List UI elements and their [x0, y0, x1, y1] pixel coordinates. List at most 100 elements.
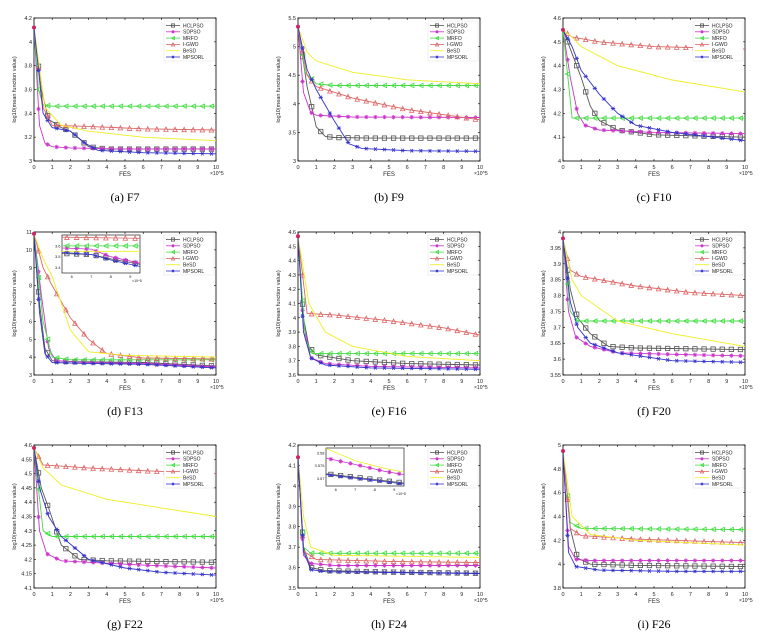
marker-triangle-left: [609, 115, 616, 121]
marker-star: [464, 563, 469, 568]
marker-square: [692, 563, 698, 569]
chart-panel-7: 0 1 2 3 4 5 6 7 8 9 10 4.1 4.15 4.2 4.25 4.3 4.35 4.4 4.45…: [12, 443, 224, 631]
inset-panel: 6 7 8 9 3.4 3.5 3.6 ×10^5: [55, 234, 142, 283]
marker-asterisk: [400, 570, 405, 575]
marker-triangle-up: [381, 101, 388, 108]
marker-triangle-left: [181, 103, 187, 110]
marker-triangle-left: [434, 462, 439, 468]
marker-triangle-left: [454, 550, 460, 557]
marker-star: [100, 360, 105, 365]
marker-triangle-left: [408, 82, 415, 89]
marker-triangle-up: [299, 47, 306, 54]
marker-star: [357, 463, 363, 468]
marker-star: [729, 131, 734, 136]
x-tick-label: 4: [369, 165, 372, 171]
marker-asterisk: [692, 569, 698, 574]
marker-square: [445, 135, 451, 141]
marker-asterisk: [700, 55, 704, 59]
marker-triangle-left: [62, 103, 69, 110]
marker-square: [338, 472, 344, 479]
marker-triangle-up: [418, 558, 424, 565]
marker-asterisk: [300, 533, 305, 538]
marker-asterisk: [574, 322, 579, 327]
series-group: [34, 27, 216, 156]
marker-asterisk: [720, 359, 725, 364]
marker-triangle-left: [582, 318, 589, 324]
marker-star: [601, 558, 607, 563]
marker-star: [382, 114, 387, 120]
x-tick-label: 0: [561, 379, 564, 385]
marker-square: [665, 345, 671, 352]
marker-triangle-left: [122, 243, 128, 249]
marker-asterisk: [45, 118, 50, 123]
x-tick-label: 6: [671, 165, 674, 171]
x-tick-label: 0: [32, 379, 35, 385]
marker-asterisk: [113, 259, 118, 264]
marker-star: [191, 564, 196, 570]
x-tick-label: 7: [689, 165, 692, 171]
marker-star: [318, 562, 323, 567]
x-tick-label: 1: [51, 592, 54, 598]
marker-square: [574, 63, 580, 69]
marker-square: [683, 346, 689, 352]
marker-triangle-up: [64, 235, 70, 240]
y-tick-label: 3.7: [553, 325, 561, 331]
marker-asterisk: [336, 569, 342, 574]
marker-asterisk: [145, 150, 150, 155]
marker-square: [347, 474, 353, 480]
legend-box: [427, 447, 479, 489]
x-tick-label: 3: [87, 379, 90, 385]
x-tick-label: 4: [634, 592, 637, 598]
marker-triangle-left: [354, 550, 360, 557]
marker-asterisk: [656, 127, 661, 132]
marker-asterisk: [327, 569, 333, 574]
marker-triangle-up: [103, 235, 109, 241]
marker-triangle-up: [582, 274, 589, 280]
marker-star: [445, 365, 451, 370]
marker-triangle-left: [445, 82, 451, 89]
marker-triangle-up: [646, 43, 653, 49]
marker-triangle-up: [81, 123, 87, 129]
marker-triangle-left: [93, 243, 99, 249]
marker-triangle-left: [171, 103, 178, 110]
marker-square: [728, 346, 734, 352]
y-tick-label: 4.4: [553, 64, 561, 70]
x-tick-label: 3: [87, 165, 90, 171]
marker-asterisk: [601, 97, 607, 102]
marker-star: [45, 551, 50, 557]
marker-square: [45, 350, 51, 356]
legend-label: BeSD: [447, 49, 460, 55]
marker-star: [127, 562, 132, 567]
legend-box: [427, 234, 479, 276]
marker-triangle-left: [699, 462, 704, 468]
legend-label: MPSORL: [712, 55, 733, 61]
marker-star: [118, 360, 123, 366]
x-exponent-label: ×10^5: [210, 598, 224, 604]
marker-asterisk: [592, 567, 598, 572]
marker-triangle-left: [682, 526, 689, 533]
marker-star: [382, 563, 387, 568]
x-tick-label: 7: [424, 379, 427, 385]
start-point: [296, 234, 300, 239]
marker-asterisk: [445, 366, 451, 371]
marker-star: [738, 353, 743, 359]
marker-asterisk: [145, 568, 150, 573]
marker-triangle-left: [600, 525, 607, 532]
y-tick-label: 4.15: [21, 572, 32, 578]
marker-asterisk: [354, 144, 360, 149]
y-axis-label: log10(mean function value): [12, 56, 18, 123]
series-group: [563, 29, 745, 143]
legend-label: I-GWO: [712, 42, 728, 48]
marker-asterisk: [674, 358, 679, 363]
marker-triangle-up: [170, 255, 176, 261]
marker-asterisk: [427, 366, 433, 371]
marker-asterisk: [36, 68, 41, 73]
x-tick-label: 5: [387, 165, 390, 171]
marker-asterisk: [200, 365, 205, 370]
marker-triangle-left: [117, 533, 124, 540]
marker-star: [592, 558, 598, 563]
marker-star: [729, 558, 734, 563]
marker-triangle-left: [737, 526, 744, 533]
marker-triangle-up: [628, 41, 635, 48]
